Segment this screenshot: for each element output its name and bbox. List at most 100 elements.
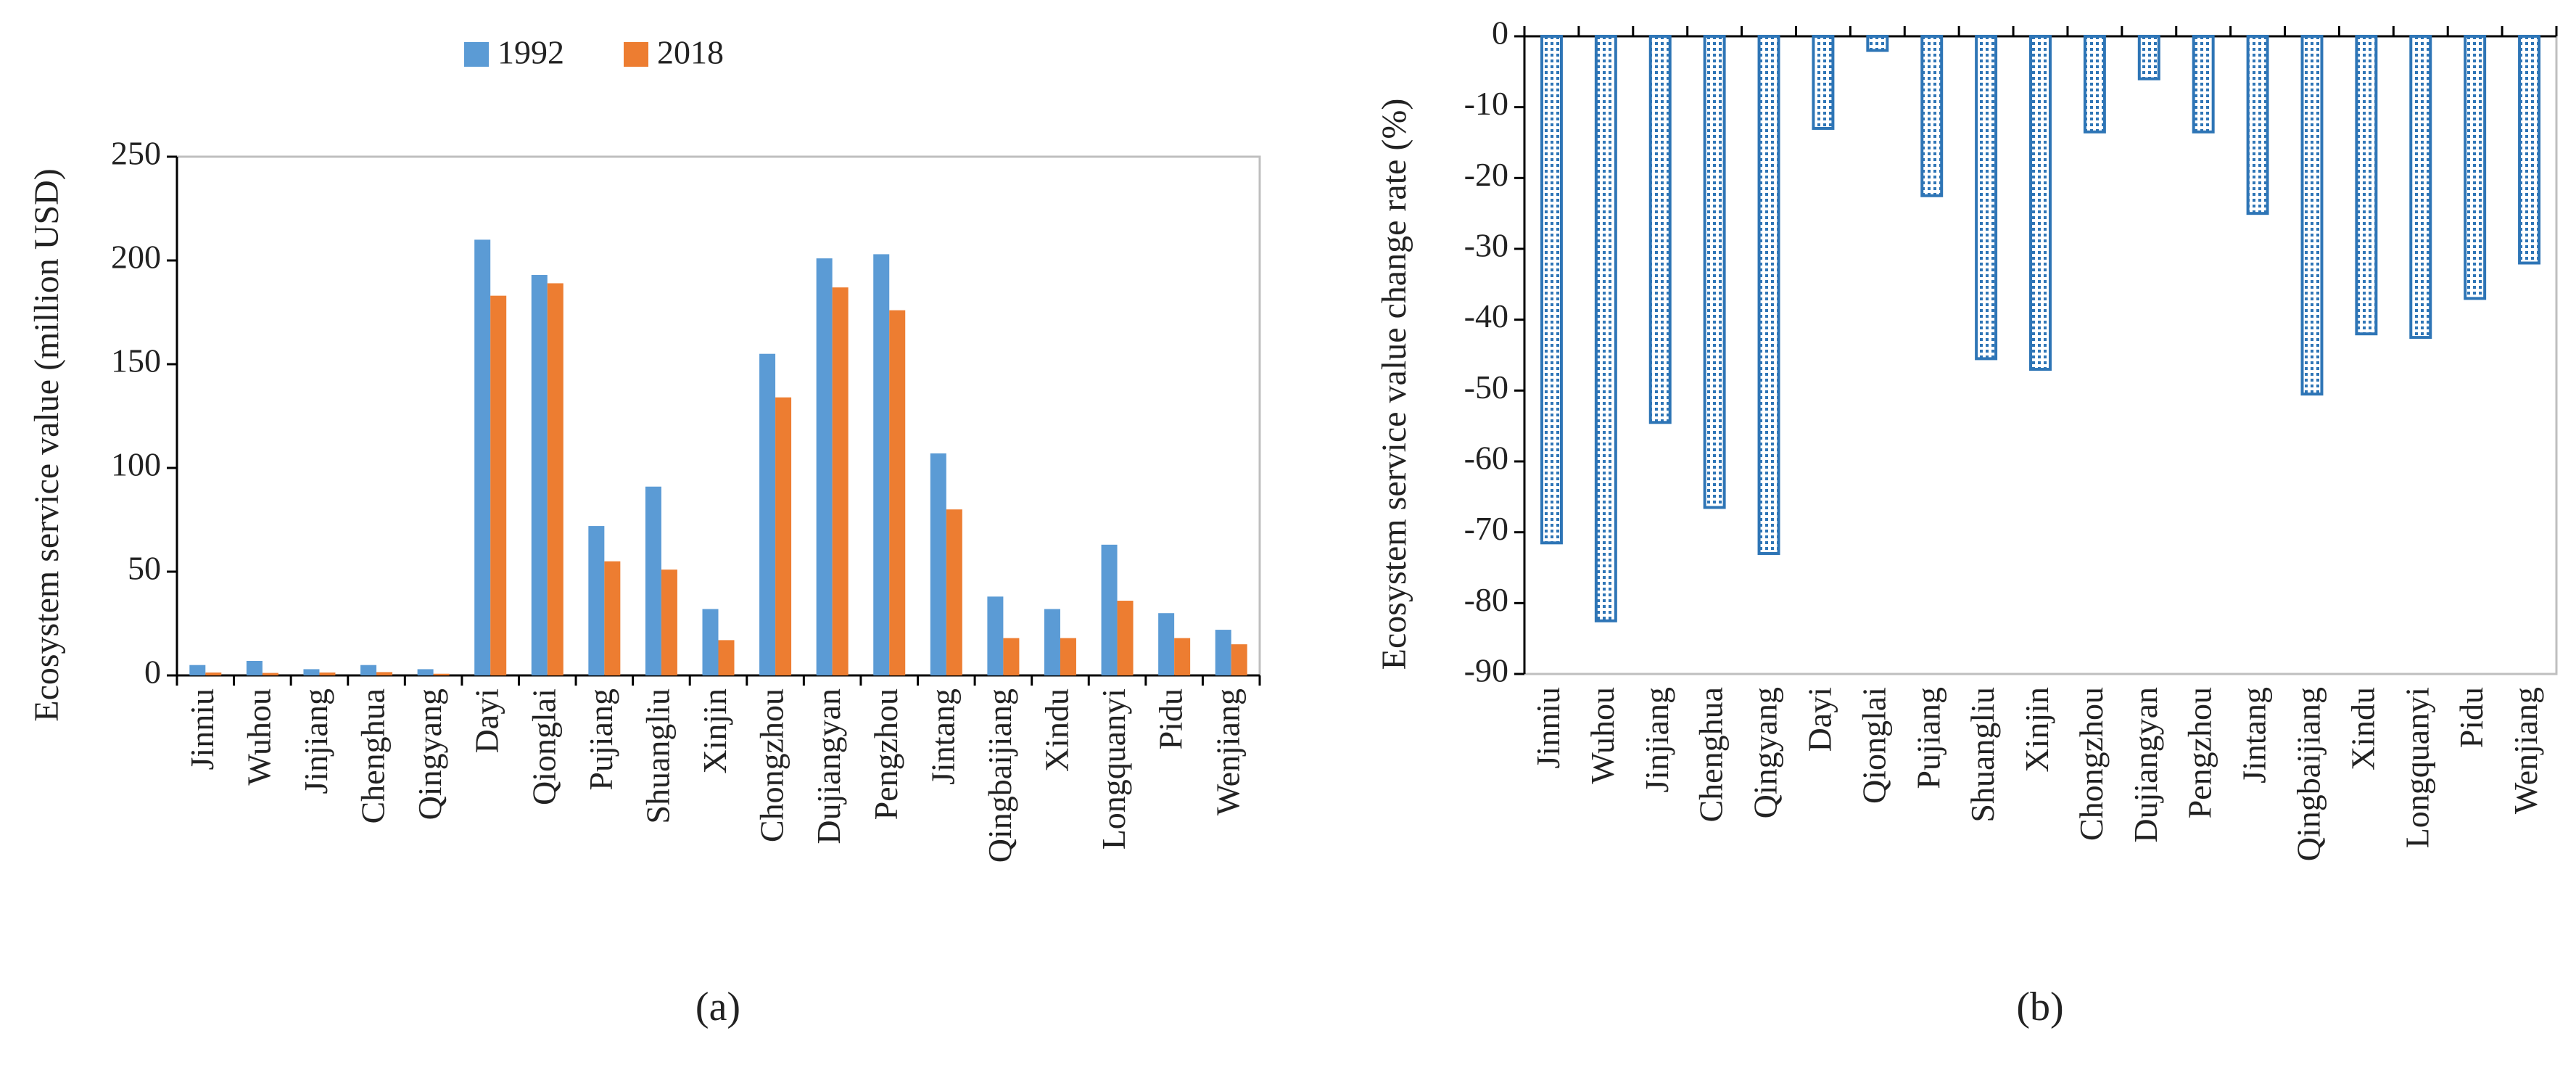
x-tick-label: Qionglai (525, 688, 562, 805)
x-tick-label: Wuhou (1584, 687, 1621, 784)
bar (2029, 35, 2052, 371)
bar (360, 665, 377, 675)
bar (1158, 613, 1175, 675)
y-tick-label: -20 (1464, 156, 1508, 193)
bar (1594, 35, 1617, 622)
x-tick-label: Pujiang (582, 688, 619, 791)
bar (2355, 35, 2378, 336)
x-tick-label: Dujiangyan (2127, 687, 2164, 843)
bar (1231, 644, 1247, 675)
x-tick-label: Pidu (1152, 688, 1189, 749)
bar (2192, 35, 2215, 133)
y-axis-title: Ecosystem service value (million USD) (28, 168, 66, 722)
legend-label: 2018 (657, 34, 724, 71)
bar (1975, 35, 1998, 361)
plot-frame (176, 155, 1261, 677)
bar (417, 669, 434, 675)
y-tick-label: -70 (1464, 510, 1508, 547)
bar (2083, 35, 2106, 133)
x-tick-label: Wuhou (240, 688, 277, 786)
caption: (b) (2016, 984, 2063, 1029)
y-tick-label: -50 (1464, 369, 1508, 406)
bar (1540, 35, 1563, 545)
x-tick-label: Qingbaijiang (981, 688, 1018, 863)
bar (816, 258, 833, 675)
x-tick-label: Xindu (1039, 688, 1076, 772)
y-tick-label: -30 (1464, 227, 1508, 264)
bar (262, 673, 278, 675)
y-tick-label: 150 (111, 342, 161, 379)
bar (246, 660, 263, 675)
x-tick-label: Wenjiang (2507, 687, 2544, 814)
legend-label: 1992 (498, 34, 564, 71)
bar (1003, 638, 1020, 675)
x-tick-label: Chenghua (1693, 687, 1730, 823)
bar (1703, 35, 1726, 509)
bar (2409, 35, 2432, 340)
x-tick-label: Dayi (468, 688, 505, 753)
bar (490, 295, 507, 675)
bar (1215, 630, 1231, 675)
caption: (a) (695, 984, 740, 1029)
legend-swatch (464, 42, 489, 67)
x-tick-label: Chongzhou (754, 688, 790, 842)
bar (718, 640, 735, 675)
x-tick-label: Jinniu (183, 688, 220, 770)
y-tick-label: 100 (111, 446, 161, 483)
bar (588, 526, 605, 675)
y-tick-label: -40 (1464, 297, 1508, 334)
y-tick-label: 250 (111, 135, 161, 172)
bar (2464, 35, 2487, 300)
x-tick-label: Chenghua (355, 688, 392, 824)
x-tick-label: Pengzhou (867, 688, 904, 820)
bar (1117, 601, 1134, 675)
bar (2518, 35, 2541, 265)
bar (930, 453, 946, 675)
bar (645, 486, 661, 675)
x-tick-label: Jinniu (1530, 687, 1566, 768)
bar (205, 672, 222, 675)
bar (2246, 35, 2269, 215)
bar (1757, 35, 1780, 555)
x-tick-label: Pengzhou (2181, 687, 2218, 818)
bar (889, 310, 906, 675)
y-tick-label: 50 (128, 550, 161, 587)
y-tick-label: 0 (1492, 15, 1508, 52)
bar (1648, 35, 1672, 424)
bar (1044, 609, 1060, 675)
bar (1101, 544, 1118, 675)
bar (775, 397, 792, 675)
bar (547, 283, 564, 676)
x-tick-label: Jinjiang (297, 688, 334, 794)
x-tick-label: Qingyang (411, 688, 448, 820)
bar (759, 353, 776, 675)
x-tick-label: Wenjiang (1209, 688, 1246, 815)
y-tick-label: -90 (1464, 652, 1508, 689)
bar (873, 254, 890, 675)
x-tick-label: Xindu (2344, 687, 2381, 770)
x-tick-label: Pujiang (1910, 687, 1947, 789)
x-tick-label: Qingyang (1747, 687, 1784, 818)
bar (1866, 35, 1889, 52)
y-tick-label: -80 (1464, 581, 1508, 618)
x-tick-label: Jintang (2236, 687, 2273, 784)
bar (1060, 638, 1076, 675)
bar (1812, 35, 1835, 130)
bar (1174, 638, 1191, 675)
x-tick-label: Qionglai (1855, 687, 1892, 804)
bar (433, 673, 450, 675)
bar (319, 672, 336, 675)
x-tick-label: Dujiangyan (810, 688, 847, 844)
bar (702, 609, 719, 675)
x-tick-label: Jinjiang (1638, 687, 1675, 793)
x-tick-label: Jintang (924, 688, 961, 785)
x-tick-label: Xinjin (696, 688, 733, 774)
x-tick-label: Pidu (2453, 687, 2490, 748)
y-tick-label: -60 (1464, 440, 1508, 477)
bar (303, 669, 320, 675)
bar (987, 596, 1004, 675)
y-axis-title: Ecosystem service value change rate (%) (1375, 99, 1413, 670)
x-tick-label: Xinjin (2018, 687, 2055, 773)
bar (2137, 35, 2160, 81)
x-tick-label: Qingbaijiang (2290, 687, 2327, 861)
